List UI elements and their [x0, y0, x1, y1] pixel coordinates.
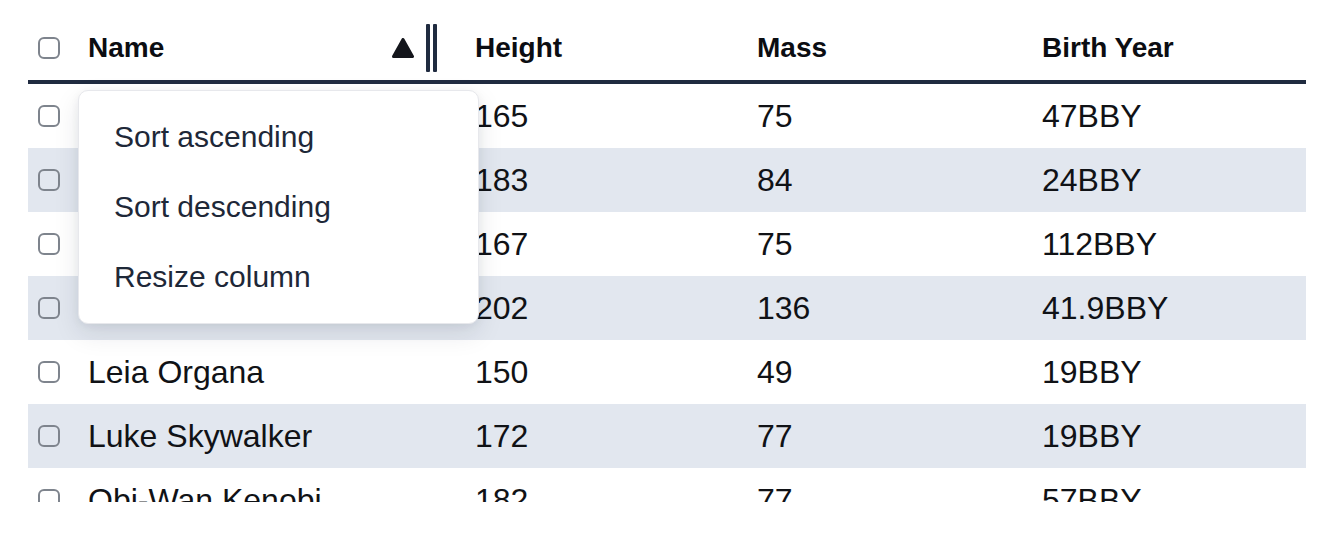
- table-row: Leia Organa 150 49 19BBY: [28, 340, 1306, 404]
- cell-mass: 136: [757, 290, 810, 327]
- cell-height: 172: [475, 418, 528, 455]
- cell-birth-year: 24BBY: [1042, 162, 1142, 199]
- column-header-height-label: Height: [475, 32, 562, 64]
- table-row: Luke Skywalker 172 77 19BBY: [28, 404, 1306, 468]
- row-checkbox[interactable]: [38, 489, 60, 502]
- table-header-row: Name Height Mass Birth Year: [28, 0, 1306, 84]
- row-checkbox-cell: [28, 84, 76, 148]
- sort-ascending-icon: [392, 38, 414, 58]
- cell-birth-year: 112BBY: [1042, 226, 1157, 263]
- cell-height: 167: [475, 226, 528, 263]
- cell-name: Luke Skywalker: [88, 418, 312, 455]
- column-context-menu: Sort ascending Sort descending Resize co…: [78, 90, 479, 324]
- cell-height: 182: [475, 482, 528, 503]
- row-checkbox-cell: [28, 148, 76, 212]
- cell-height: 202: [475, 290, 528, 327]
- cell-name: Obi-Wan Kenobi: [88, 482, 322, 503]
- row-checkbox-cell: [28, 404, 76, 468]
- cell-birth-year: 19BBY: [1042, 418, 1142, 455]
- app-window: Name Height Mass Birth Year: [0, 0, 1330, 536]
- select-all-checkbox[interactable]: [38, 37, 60, 59]
- cell-height: 183: [475, 162, 528, 199]
- cell-birth-year: 57BBY: [1042, 482, 1142, 503]
- cell-name: Leia Organa: [88, 354, 264, 391]
- row-checkbox-cell: [28, 276, 76, 340]
- cell-mass: 77: [757, 418, 793, 455]
- cell-birth-year: 47BBY: [1042, 98, 1142, 135]
- column-header-name[interactable]: Name: [76, 16, 440, 80]
- cell-mass: 84: [757, 162, 793, 199]
- header-select-all-cell: [28, 16, 76, 80]
- menu-item-resize-column[interactable]: Resize column: [79, 242, 478, 312]
- row-checkbox[interactable]: [38, 233, 60, 255]
- cell-mass: 49: [757, 354, 793, 391]
- row-checkbox-cell: [28, 340, 76, 404]
- cell-height: 165: [475, 98, 528, 135]
- table-row: Obi-Wan Kenobi 182 77 57BBY: [28, 468, 1306, 502]
- row-checkbox[interactable]: [38, 297, 60, 319]
- row-checkbox[interactable]: [38, 169, 60, 191]
- column-header-birth-year-label: Birth Year: [1042, 32, 1174, 64]
- column-header-height[interactable]: Height: [440, 16, 722, 80]
- column-header-name-label: Name: [88, 32, 164, 64]
- cell-mass: 77: [757, 482, 793, 503]
- column-resize-handle[interactable]: [426, 24, 437, 72]
- row-checkbox-cell: [28, 468, 76, 502]
- cell-mass: 75: [757, 226, 793, 263]
- row-checkbox[interactable]: [38, 361, 60, 383]
- cell-mass: 75: [757, 98, 793, 135]
- row-checkbox[interactable]: [38, 425, 60, 447]
- column-header-mass-label: Mass: [757, 32, 827, 64]
- column-header-birth-year[interactable]: Birth Year: [1007, 16, 1306, 80]
- cell-birth-year: 41.9BBY: [1042, 290, 1168, 327]
- row-checkbox-cell: [28, 212, 76, 276]
- cell-height: 150: [475, 354, 528, 391]
- column-header-mass[interactable]: Mass: [722, 16, 1007, 80]
- row-checkbox[interactable]: [38, 105, 60, 127]
- menu-item-sort-ascending[interactable]: Sort ascending: [79, 102, 478, 172]
- cell-birth-year: 19BBY: [1042, 354, 1142, 391]
- menu-item-sort-descending[interactable]: Sort descending: [79, 172, 478, 242]
